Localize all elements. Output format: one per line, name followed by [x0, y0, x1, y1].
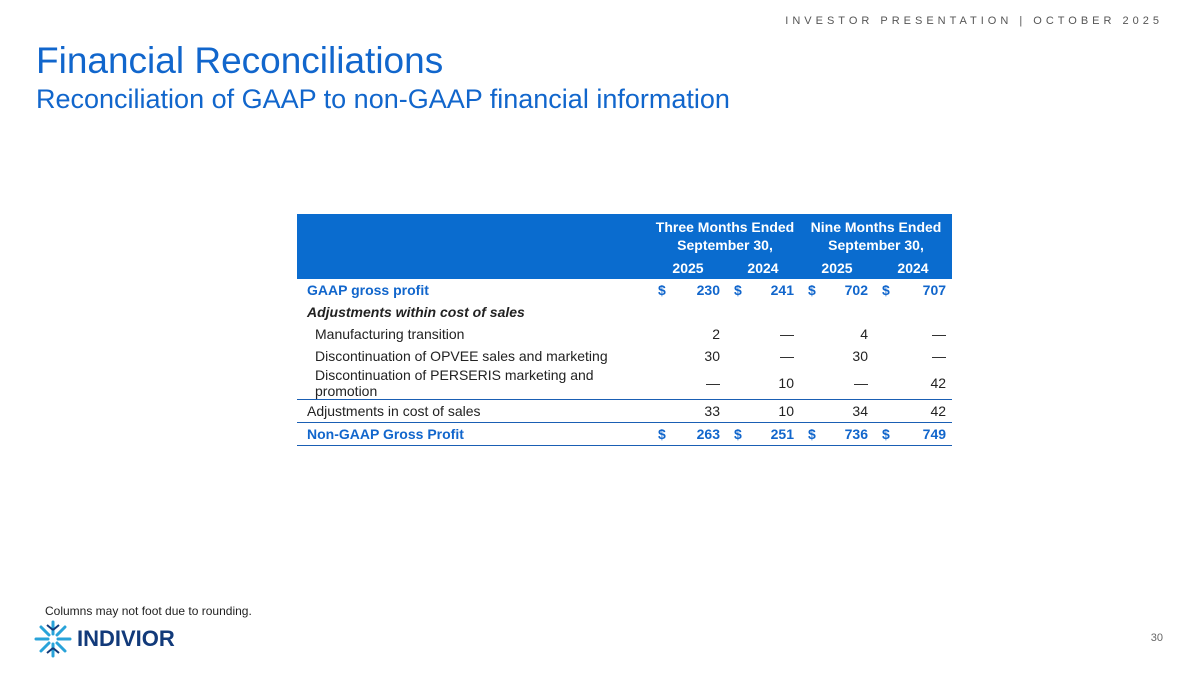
header-cell [297, 214, 650, 257]
subtitle: Reconciliation of GAAP to non-GAAP finan… [36, 84, 730, 114]
reconciliation-table: Three Months Ended September 30, Nine Mon… [297, 214, 953, 446]
value-cell: $707 [874, 279, 952, 301]
value-cell: — [726, 345, 800, 367]
group-header: Nine Months Ended September 30, [800, 214, 953, 257]
empty [650, 301, 952, 323]
value: — [780, 348, 794, 364]
value-cell: $702 [800, 279, 874, 301]
value: 707 [922, 282, 947, 298]
value: 230 [696, 282, 720, 298]
table-row: Adjustments in cost of sales 33 10 34 42 [297, 399, 953, 423]
currency: $ [734, 282, 742, 298]
table-row: Manufacturing transition 2 — 4 — [297, 323, 952, 345]
value-cell: 10 [726, 367, 800, 400]
value-cell: $749 [874, 422, 953, 446]
footnote: Columns may not foot due to rounding. [45, 604, 252, 618]
value-cell: $230 [650, 279, 726, 301]
value: — [932, 326, 947, 342]
value: — [854, 375, 868, 391]
value: 42 [930, 403, 947, 419]
value-cell: — [650, 367, 726, 400]
row-label: Adjustments in cost of sales [297, 399, 650, 423]
currency: $ [808, 426, 816, 442]
value-cell: 42 [874, 367, 952, 400]
value-cell: — [874, 345, 952, 367]
year-header: 2024 [726, 257, 800, 279]
value-cell: $736 [800, 422, 874, 446]
group-header: Three Months Ended September 30, [650, 214, 800, 257]
value: — [706, 375, 720, 391]
value: 34 [852, 403, 868, 419]
value-cell: 30 [800, 345, 874, 367]
year-header: 2024 [874, 257, 953, 279]
logo-icon [34, 620, 72, 658]
value: 33 [704, 403, 720, 419]
currency: $ [808, 282, 816, 298]
value-cell: 2 [650, 323, 726, 345]
value: 263 [696, 426, 720, 442]
value: 42 [930, 375, 947, 391]
table-row: Adjustments within cost of sales [297, 301, 952, 323]
row-label: Manufacturing transition [315, 326, 465, 342]
header-tag: INVESTOR PRESENTATION | OCTOBER 2025 [785, 15, 1163, 27]
header-row: Three Months Ended September 30, Nine Mon… [297, 214, 953, 257]
value-cell: 33 [650, 399, 726, 423]
row-label: Adjustments within cost of sales [307, 304, 525, 320]
value-cell: 4 [800, 323, 874, 345]
row-label: GAAP gross profit [307, 282, 429, 298]
currency: $ [658, 426, 666, 442]
currency: $ [882, 282, 890, 298]
value: 4 [860, 326, 868, 342]
value: 241 [770, 282, 794, 298]
value: 749 [922, 426, 947, 442]
value: 10 [778, 375, 794, 391]
row-label: Non-GAAP Gross Profit [297, 422, 650, 446]
value: 10 [778, 403, 794, 419]
currency: $ [734, 426, 742, 442]
value-cell: — [874, 323, 952, 345]
header-row: 2025 2024 2025 2024 [297, 257, 953, 279]
page-number: 30 [1150, 632, 1163, 644]
year-header: 2025 [800, 257, 874, 279]
value-cell: 34 [800, 399, 874, 423]
year-header: 2025 [650, 257, 726, 279]
value: 2 [712, 326, 720, 342]
value: 251 [770, 426, 794, 442]
value-cell: $251 [726, 422, 800, 446]
value-cell: $241 [726, 279, 800, 301]
table-row: GAAP gross profit $230 $241 $702 $707 [297, 279, 952, 301]
value-cell: 42 [874, 399, 953, 423]
value-cell: — [800, 367, 874, 400]
value-cell: $263 [650, 422, 726, 446]
row-label: Discontinuation of PERSERIS marketing an… [315, 367, 594, 399]
value: 30 [852, 348, 868, 364]
currency: $ [658, 282, 666, 298]
row-label: Discontinuation of OPVEE sales and marke… [315, 348, 608, 364]
header-cell [297, 257, 650, 279]
value-cell: — [726, 323, 800, 345]
value: — [780, 326, 794, 342]
currency: $ [882, 426, 890, 442]
table-row: Discontinuation of OPVEE sales and marke… [297, 345, 952, 367]
logo-text: INDIVIOR [77, 626, 175, 651]
title: Financial Reconciliations [36, 40, 444, 81]
value-cell: 10 [726, 399, 800, 423]
table-row: Non-GAAP Gross Profit $263 $251 $736 $749 [297, 422, 953, 446]
value: — [932, 348, 947, 364]
value: 30 [704, 348, 720, 364]
value: 702 [844, 282, 868, 298]
table-row: Discontinuation of PERSERIS marketing an… [297, 367, 952, 400]
value: 736 [844, 426, 868, 442]
value-cell: 30 [650, 345, 726, 367]
